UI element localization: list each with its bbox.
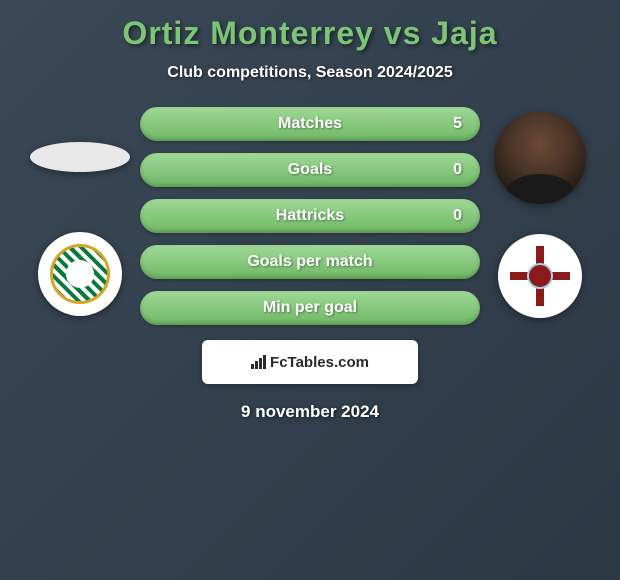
stat-label: Matches (278, 115, 342, 133)
player-photo-left (30, 142, 130, 172)
player-photo-right (494, 112, 586, 204)
stat-row-goals: Goals 0 (140, 153, 480, 187)
stat-label: Goals (288, 161, 332, 179)
stat-row-matches: Matches 5 (140, 107, 480, 141)
stat-label: Hattricks (276, 207, 344, 225)
source-label: FcTables.com (270, 354, 369, 371)
club-badge-right (498, 234, 582, 318)
source-attribution[interactable]: FcTables.com (202, 340, 418, 384)
left-player-column (30, 107, 130, 316)
club-badge-left (38, 232, 122, 316)
celta-crest-icon (510, 246, 570, 306)
stat-label: Goals per match (247, 253, 372, 271)
stat-row-hattricks: Hattricks 0 (140, 199, 480, 233)
comparison-card: Ortiz Monterrey vs Jaja Club competition… (0, 0, 620, 432)
main-content: Matches 5 Goals 0 Hattricks 0 Goals per … (0, 107, 620, 325)
stat-value: 0 (453, 161, 462, 179)
stat-row-min-per-goal: Min per goal (140, 291, 480, 325)
right-player-column (490, 107, 590, 318)
page-title: Ortiz Monterrey vs Jaja (122, 15, 497, 52)
source-text: FcTables.com (251, 354, 369, 371)
subtitle: Club competitions, Season 2024/2025 (167, 64, 452, 82)
date-text: 9 november 2024 (241, 402, 379, 422)
betis-crest-icon (50, 244, 110, 304)
stat-label: Min per goal (263, 299, 357, 317)
stats-column: Matches 5 Goals 0 Hattricks 0 Goals per … (140, 107, 480, 325)
stat-value: 5 (453, 115, 462, 133)
stat-row-goals-per-match: Goals per match (140, 245, 480, 279)
chart-bars-icon (251, 355, 266, 369)
stat-value: 0 (453, 207, 462, 225)
